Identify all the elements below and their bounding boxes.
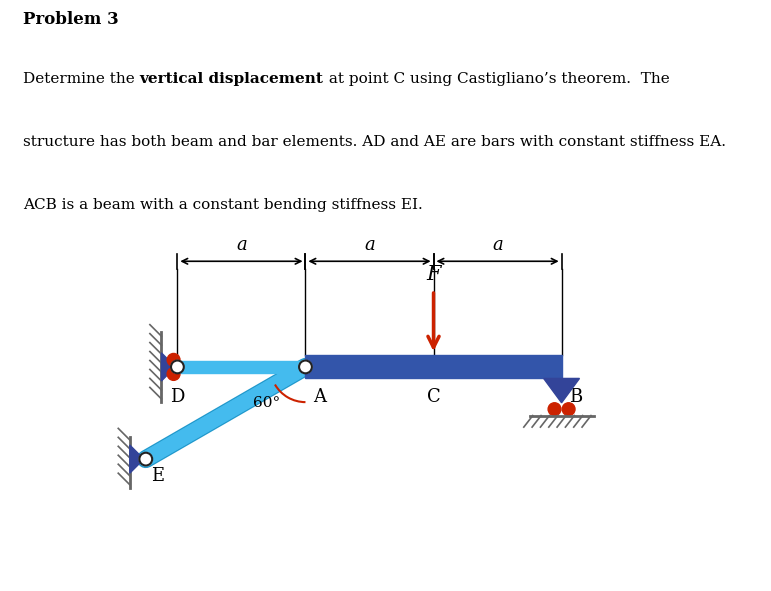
Polygon shape: [161, 353, 176, 381]
Circle shape: [562, 403, 575, 415]
Text: F: F: [426, 265, 441, 284]
Text: at point C using Castigliano’s theorem.  The: at point C using Castigliano’s theorem. …: [324, 72, 669, 86]
Text: 60°: 60°: [254, 396, 281, 410]
Circle shape: [167, 368, 180, 381]
Circle shape: [548, 403, 561, 415]
Text: a: a: [492, 236, 503, 254]
Polygon shape: [130, 445, 144, 473]
Circle shape: [299, 361, 312, 374]
Text: B: B: [569, 388, 583, 406]
Text: a: a: [364, 236, 375, 254]
Text: a: a: [236, 236, 247, 254]
Text: C: C: [426, 388, 440, 406]
Circle shape: [171, 361, 183, 374]
Text: ACB is a beam with a constant bending stiffness EI.: ACB is a beam with a constant bending st…: [23, 197, 423, 212]
Circle shape: [167, 353, 180, 366]
FancyBboxPatch shape: [177, 361, 305, 373]
FancyBboxPatch shape: [305, 355, 561, 378]
Text: structure has both beam and bar elements. AD and AE are bars with constant stiff: structure has both beam and bar elements…: [23, 135, 726, 149]
Text: Determine the: Determine the: [23, 72, 140, 86]
Text: Problem 3: Problem 3: [23, 11, 119, 28]
Circle shape: [140, 453, 152, 466]
Text: E: E: [151, 467, 164, 485]
Text: D: D: [170, 388, 184, 406]
Polygon shape: [544, 378, 580, 403]
Text: vertical displacement: vertical displacement: [140, 72, 324, 86]
Text: A: A: [313, 388, 326, 406]
